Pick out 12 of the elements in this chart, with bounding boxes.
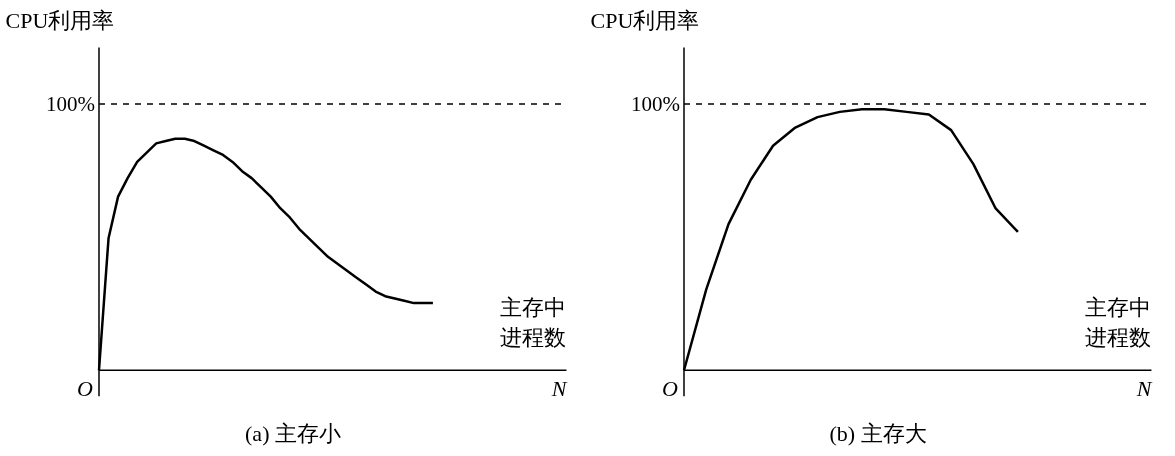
text: (b) 主存大: [829, 420, 927, 446]
y-axis-title: CPU利用率: [5, 7, 115, 33]
text: O: [77, 376, 94, 402]
text: (a) 主存小: [245, 420, 341, 446]
annotation: 100%: [631, 92, 680, 117]
x-axis-title: 主存中进程数: [500, 295, 567, 351]
text: 100%: [46, 92, 95, 117]
text: N: [1135, 376, 1153, 402]
y-axis-title: CPU利用率: [590, 7, 700, 33]
x-axis-title: 主存中进程数: [1085, 295, 1152, 351]
text: N: [550, 376, 568, 402]
text: O: [662, 376, 679, 402]
